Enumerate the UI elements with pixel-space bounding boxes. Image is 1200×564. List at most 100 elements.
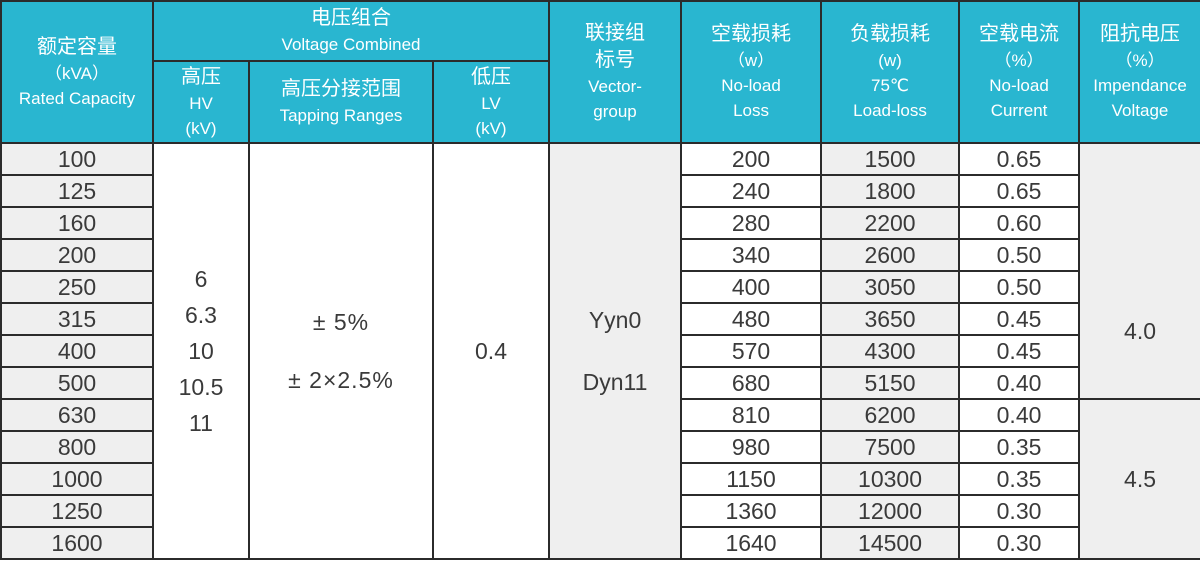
cell-noload-loss: 570 [680,334,823,368]
header-impedance-voltage-en: （%） Impendance Voltage [1093,51,1187,120]
cell-noload-loss: 280 [680,206,823,240]
cell-noload-current: 0.45 [958,302,1081,336]
table-row: 1000 1150 10300 0.35 [0,462,1200,496]
header-noload-current: 空载电流 （%） No-load Current [958,0,1081,144]
header-voltage-combined-en: Voltage Combined [281,35,421,54]
table-row: 630 810 6200 0.40 4.5 [0,398,1200,560]
cell-noload-current: 0.40 [958,398,1081,432]
cell-noload-current: 0.45 [958,334,1081,368]
header-noload-loss-en: （w） No-load Loss [721,51,781,120]
cell-rated-capacity: 100 [0,142,154,176]
cell-noload-loss: 200 [680,142,823,176]
cell-rated-capacity: 250 [0,270,154,304]
header-noload-loss-zh: 空载损耗 [711,23,792,45]
cell-hv-values: 6 6.3 10 10.5 11 [152,142,250,560]
header-hv: 高压 HV (kV) [152,60,250,144]
cell-rated-capacity: 500 [0,366,154,400]
header-load-loss-zh: 负载损耗 [850,23,931,45]
header-noload-current-en: （%） No-load Current [989,51,1049,120]
header-lv-en: LV (kV) [475,93,507,138]
table-row: 125 240 1800 0.65 [0,174,1200,208]
header-load-loss: 负载损耗 (w) 75℃ Load-loss [820,0,961,144]
cell-noload-current: 0.30 [958,494,1081,528]
cell-noload-loss: 400 [680,270,823,304]
cell-load-loss: 2200 [820,206,961,240]
cell-rated-capacity: 1250 [0,494,154,528]
table-row: 400 570 4300 0.45 [0,334,1200,368]
cell-noload-current: 0.60 [958,206,1081,240]
cell-noload-loss: 1150 [680,462,823,496]
header-rated-capacity-zh: 额定容量 [37,35,117,58]
cell-impedance-voltage: 4.5 [1078,398,1200,560]
cell-rated-capacity: 160 [0,206,154,240]
cell-tapping-ranges: ± 5% ± 2×2.5% [248,142,434,560]
cell-load-loss: 10300 [820,462,961,496]
header-hv-en: HV (kV) [185,93,217,138]
cell-noload-loss: 340 [680,238,823,272]
cell-load-loss: 3650 [820,302,961,336]
table-row: 315 480 3650 0.45 [0,302,1200,336]
header-voltage-combined: 电压组合 Voltage Combined [151,0,551,62]
cell-lv-value: 0.4 [431,142,551,560]
cell-vector-group: Yyn0 Dyn11 [548,142,683,560]
header-lv-zh: 低压 [471,65,512,88]
cell-load-loss: 7500 [820,430,961,464]
table-row: 160 280 2200 0.60 [0,206,1200,240]
cell-noload-loss: 680 [680,366,823,400]
cell-rated-capacity: 400 [0,334,154,368]
header-vector-group-zh: 联接组 标号 [585,22,646,71]
header-lv: 低压 LV (kV) [431,60,551,144]
cell-load-loss: 1800 [820,174,961,208]
header-rated-capacity-en: （kVA） Rated Capacity [18,63,136,108]
cell-rated-capacity: 1600 [0,526,154,560]
header-noload-current-zh: 空载电流 [979,23,1060,45]
cell-load-loss: 4300 [820,334,961,368]
cell-load-loss: 14500 [820,526,961,560]
cell-rated-capacity: 1000 [0,462,154,496]
cell-noload-loss: 1360 [680,494,823,528]
cell-noload-current: 0.65 [958,142,1081,176]
header-load-loss-en: (w) 75℃ Load-loss [853,51,927,120]
cell-rated-capacity: 315 [0,302,154,336]
cell-noload-loss: 240 [680,174,823,208]
header-vector-group-en: Vector- group [588,77,642,121]
cell-noload-current: 0.35 [958,462,1081,496]
header-noload-loss: 空载损耗 （w） No-load Loss [680,0,823,144]
header-rated-capacity: 额定容量 （kVA） Rated Capacity [0,0,154,144]
cell-noload-loss: 480 [680,302,823,336]
table-row: 1600 1640 14500 0.30 [0,526,1200,560]
table-row: 800 980 7500 0.35 [0,430,1200,464]
table-row: 200 340 2600 0.50 [0,238,1200,272]
table-row: 250 400 3050 0.50 [0,270,1200,304]
cell-load-loss: 1500 [820,142,961,176]
cell-load-loss: 6200 [820,398,961,432]
header-tapping-ranges-en: Tapping Ranges [279,106,403,125]
table-row: 1250 1360 12000 0.30 [0,494,1200,528]
cell-rated-capacity: 125 [0,174,154,208]
cell-noload-loss: 1640 [680,526,823,560]
cell-rated-capacity: 200 [0,238,154,272]
cell-noload-current: 0.65 [958,174,1081,208]
cell-noload-current: 0.50 [958,270,1081,304]
cell-noload-loss: 810 [680,398,823,432]
header-impedance-voltage-zh: 阻抗电压 [1100,23,1181,45]
cell-load-loss: 3050 [820,270,961,304]
cell-noload-current: 0.35 [958,430,1081,464]
cell-impedance-voltage: 4.0 [1078,142,1200,400]
header-hv-zh: 高压 [181,65,221,88]
cell-noload-current: 0.40 [958,366,1081,400]
cell-noload-loss: 980 [680,430,823,464]
table-row: 100 6 6.3 10 10.5 11 ± 5% ± 2×2.5% 0.4 Yyn0 … [0,142,1200,560]
header-vector-group: 联接组 标号 Vector- group [548,0,683,144]
cell-load-loss: 5150 [820,366,961,400]
header-tapping-ranges-zh: 高压分接范围 [281,78,401,100]
cell-load-loss: 12000 [820,494,961,528]
header-tapping-ranges: 高压分接范围 Tapping Ranges [248,60,434,144]
cell-load-loss: 2600 [820,238,961,272]
cell-rated-capacity: 800 [0,430,154,464]
header-voltage-combined-zh: 电压组合 [311,7,392,29]
table-row: 500 680 5150 0.40 [0,366,1200,400]
cell-noload-current: 0.30 [958,526,1081,560]
table-header: 额定容量 （kVA） Rated Capacity 电压组合 Voltage C… [0,0,1200,144]
